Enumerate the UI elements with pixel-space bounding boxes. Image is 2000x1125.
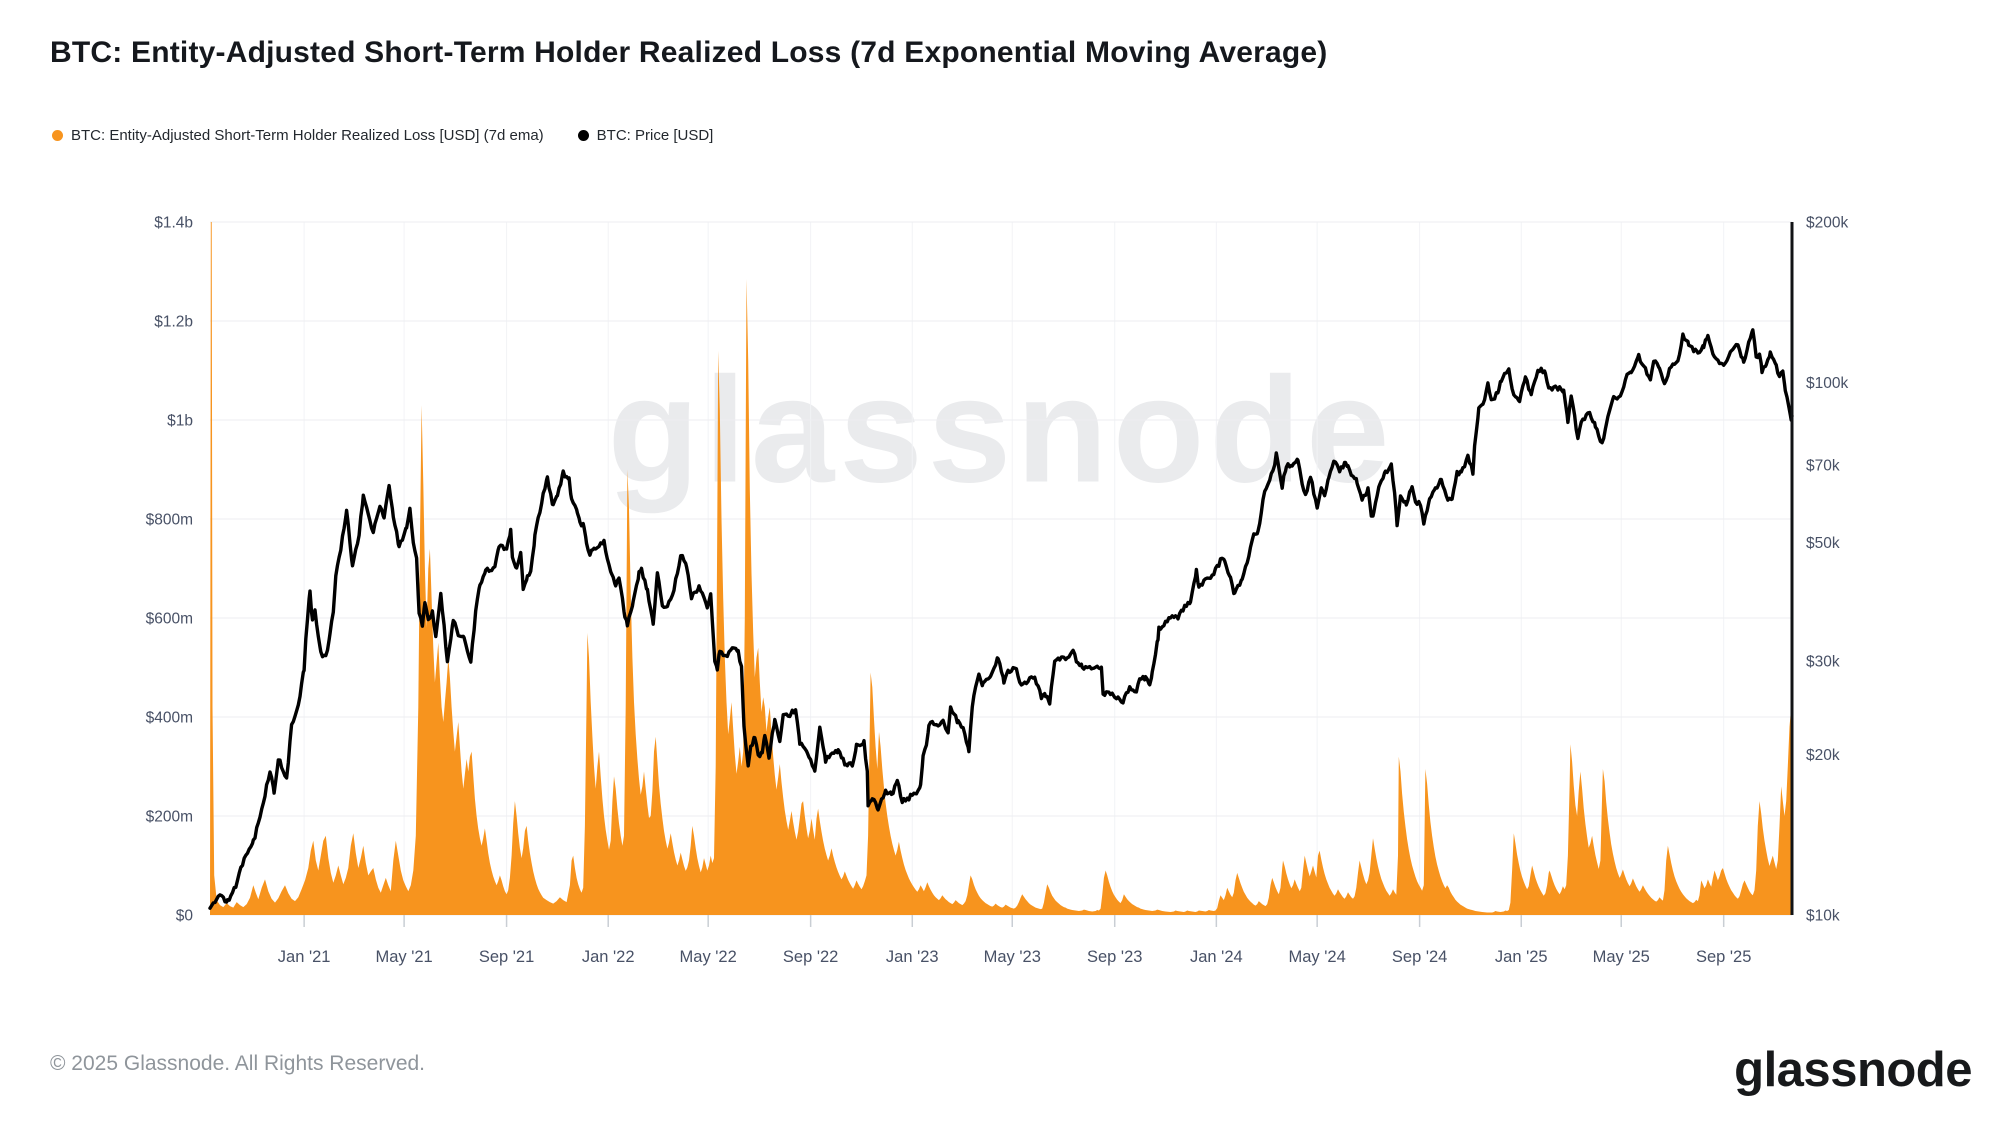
x-axis-label: May '24 [1289, 948, 1346, 966]
x-axis-label: Jan '22 [582, 948, 635, 966]
btc-price-line [208, 328, 1794, 910]
glassnode-logo: glassnode [1734, 1043, 1972, 1097]
right-axis-label: $10k [1806, 908, 1840, 925]
copyright-text: © 2025 Glassnode. All Rights Reserved. [50, 1052, 426, 1075]
legend-dot-orange-icon [52, 130, 63, 141]
legend-dot-black-icon [577, 130, 589, 141]
plot-area[interactable] [210, 222, 1792, 915]
x-axis-label: Jan '25 [1495, 948, 1548, 966]
left-axis-label: $1b [167, 413, 193, 430]
page-title: BTC: Entity-Adjusted Short-Term Holder R… [50, 36, 1328, 69]
right-axis-label: $70k [1806, 457, 1840, 474]
x-axis-label: Jan '23 [886, 948, 939, 966]
x-axis-label: Jan '21 [278, 948, 331, 966]
x-axis-label: May '25 [1593, 948, 1650, 966]
right-axis-label: $100k [1806, 375, 1848, 392]
x-axis-label: Sep '25 [1696, 948, 1751, 966]
chart-legend: BTC: Entity-Adjusted Short-Term Holder R… [52, 127, 713, 144]
left-axis-label: $0 [176, 908, 194, 925]
left-axis-label: $800m [146, 512, 193, 529]
right-axis-label: $20k [1806, 747, 1840, 764]
right-axis-label: $50k [1806, 535, 1840, 552]
left-axis-label: $600m [146, 611, 193, 628]
x-axis-label: Sep '24 [1392, 948, 1447, 966]
x-axis-label: Sep '21 [479, 948, 534, 966]
x-axis-label: Sep '23 [1087, 948, 1142, 966]
x-axis-label: Jan '24 [1190, 948, 1243, 966]
legend-item-price[interactable]: BTC: Price [USD] [577, 127, 714, 144]
legend-item-realized-loss[interactable]: BTC: Entity-Adjusted Short-Term Holder R… [52, 127, 544, 144]
right-axis-label: $200k [1806, 215, 1848, 232]
right-axis-label: $30k [1806, 653, 1840, 670]
left-axis-label: $1.4b [154, 215, 193, 232]
x-axis-label: May '21 [375, 948, 432, 966]
x-axis-label: Sep '22 [783, 948, 838, 966]
legend-label-realized-loss: BTC: Entity-Adjusted Short-Term Holder R… [71, 127, 544, 144]
left-axis-label: $200m [146, 809, 193, 826]
left-axis-label: $400m [146, 710, 193, 727]
legend-label-price: BTC: Price [USD] [596, 127, 714, 144]
x-axis-label: May '23 [984, 948, 1041, 966]
x-axis-label: May '22 [680, 948, 737, 966]
left-axis-label: $1.2b [154, 314, 193, 331]
